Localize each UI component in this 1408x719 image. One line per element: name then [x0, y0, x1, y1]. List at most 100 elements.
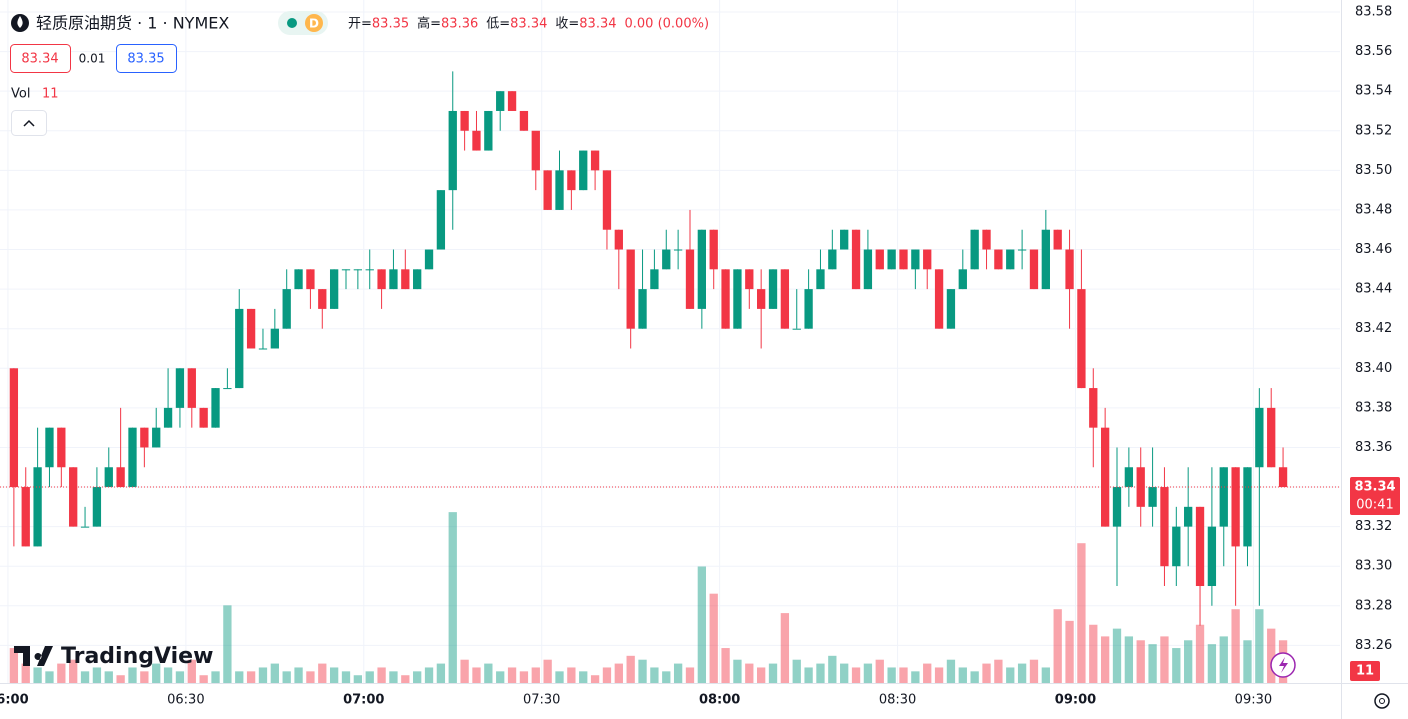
candle-body [792, 328, 801, 330]
candle-body [1160, 487, 1169, 567]
volume-bar [258, 667, 268, 683]
candle-body [626, 249, 635, 329]
candle-body [187, 368, 196, 408]
volume-bar [1053, 609, 1062, 683]
candle-body [733, 269, 742, 329]
volume-bar [745, 663, 754, 683]
candle-body [69, 467, 78, 527]
volume-bar [1124, 636, 1134, 683]
bid-price: 83.34 [21, 52, 58, 67]
candle-body [235, 308, 244, 389]
candle-body [57, 427, 66, 468]
volume-bar [496, 671, 505, 683]
candle-body [543, 170, 552, 210]
candle-body [92, 487, 102, 527]
volume-bar [768, 663, 778, 683]
volume-bar [484, 663, 493, 683]
candle-body [1029, 249, 1039, 290]
y-tick-label: 83.26 [1355, 638, 1392, 653]
volume-bar [1112, 628, 1122, 683]
volume-bar [899, 667, 908, 683]
candle-body [1278, 467, 1288, 488]
volume-bar [1136, 640, 1145, 683]
candle-body [1089, 388, 1098, 428]
y-tick-label: 83.44 [1355, 282, 1392, 297]
volume-bar [1148, 644, 1157, 683]
volume-bar [1243, 640, 1252, 683]
collapse-button[interactable] [11, 110, 47, 136]
spread: 0.01 [79, 52, 106, 66]
volume-bar [175, 671, 185, 683]
volume-bar [436, 663, 446, 683]
y-tick-label: 83.56 [1355, 44, 1392, 59]
candle-body [851, 229, 861, 290]
y-tick-label: 83.28 [1355, 598, 1392, 613]
volume-bar [697, 566, 706, 683]
y-tick-label: 83.50 [1355, 163, 1392, 178]
candle-body [887, 249, 896, 270]
ask-price: 83.35 [127, 52, 164, 67]
candle-body [1065, 249, 1074, 290]
candle-body [614, 229, 623, 250]
y-tick-label: 83.58 [1355, 5, 1392, 20]
volume-bar [389, 671, 398, 683]
volume-bar [650, 667, 659, 683]
volume-bar [235, 671, 244, 683]
logo-text: TradingView [61, 644, 213, 669]
settings-button[interactable] [1374, 693, 1390, 709]
candle-body [875, 249, 884, 270]
volume-bar [57, 663, 66, 683]
badge: D [309, 17, 319, 31]
volume-bar [1160, 636, 1169, 683]
volume-bar [1006, 667, 1015, 683]
volume-bar [579, 671, 588, 683]
volume-bar [946, 659, 956, 683]
y-tick-label: 83.54 [1355, 84, 1392, 99]
candle-body [1207, 526, 1217, 587]
symbol-icon-drop [17, 16, 23, 28]
candle-body [341, 269, 351, 271]
volume-bar [911, 671, 920, 683]
volume-bar [792, 659, 801, 683]
candle-body [816, 269, 825, 290]
volume-bar [472, 667, 481, 683]
candle-body [1195, 506, 1205, 587]
volume-bar [863, 663, 873, 683]
volume-bar [223, 605, 232, 683]
volume-bar [163, 667, 173, 683]
ohlc-legend-value: 83.34 [510, 17, 547, 32]
volume-bar [45, 671, 54, 683]
volume-bar [211, 671, 220, 683]
volume-bar [757, 667, 766, 683]
logo-mark [14, 646, 53, 666]
volume-bar [638, 659, 647, 683]
volume-bar [721, 648, 730, 683]
candle-body [1006, 249, 1015, 270]
candle-body [199, 407, 208, 428]
candle-body [1017, 249, 1027, 251]
volume-bar [1089, 624, 1098, 683]
candle-body [448, 110, 457, 191]
volume-bar [116, 675, 125, 683]
alert-icon [1279, 657, 1288, 673]
candle-body [282, 289, 291, 329]
volume-bar [1207, 644, 1217, 683]
candle-body [650, 269, 659, 290]
volume-bar [424, 667, 434, 683]
volume-bar [626, 655, 635, 683]
volume-bar [365, 671, 374, 683]
x-tick-label: 06:00 [0, 693, 29, 708]
candle-body [709, 229, 718, 270]
candle-body [436, 190, 446, 250]
sell-button[interactable] [10, 44, 71, 73]
y-tick-label: 83.40 [1355, 361, 1392, 376]
candle-body [685, 249, 695, 309]
candle-body [413, 269, 422, 290]
candle-body [9, 368, 19, 488]
volume-bar [1017, 663, 1027, 683]
candle-body [152, 427, 161, 448]
volume-bar [507, 667, 517, 683]
buy-button[interactable] [116, 44, 177, 73]
